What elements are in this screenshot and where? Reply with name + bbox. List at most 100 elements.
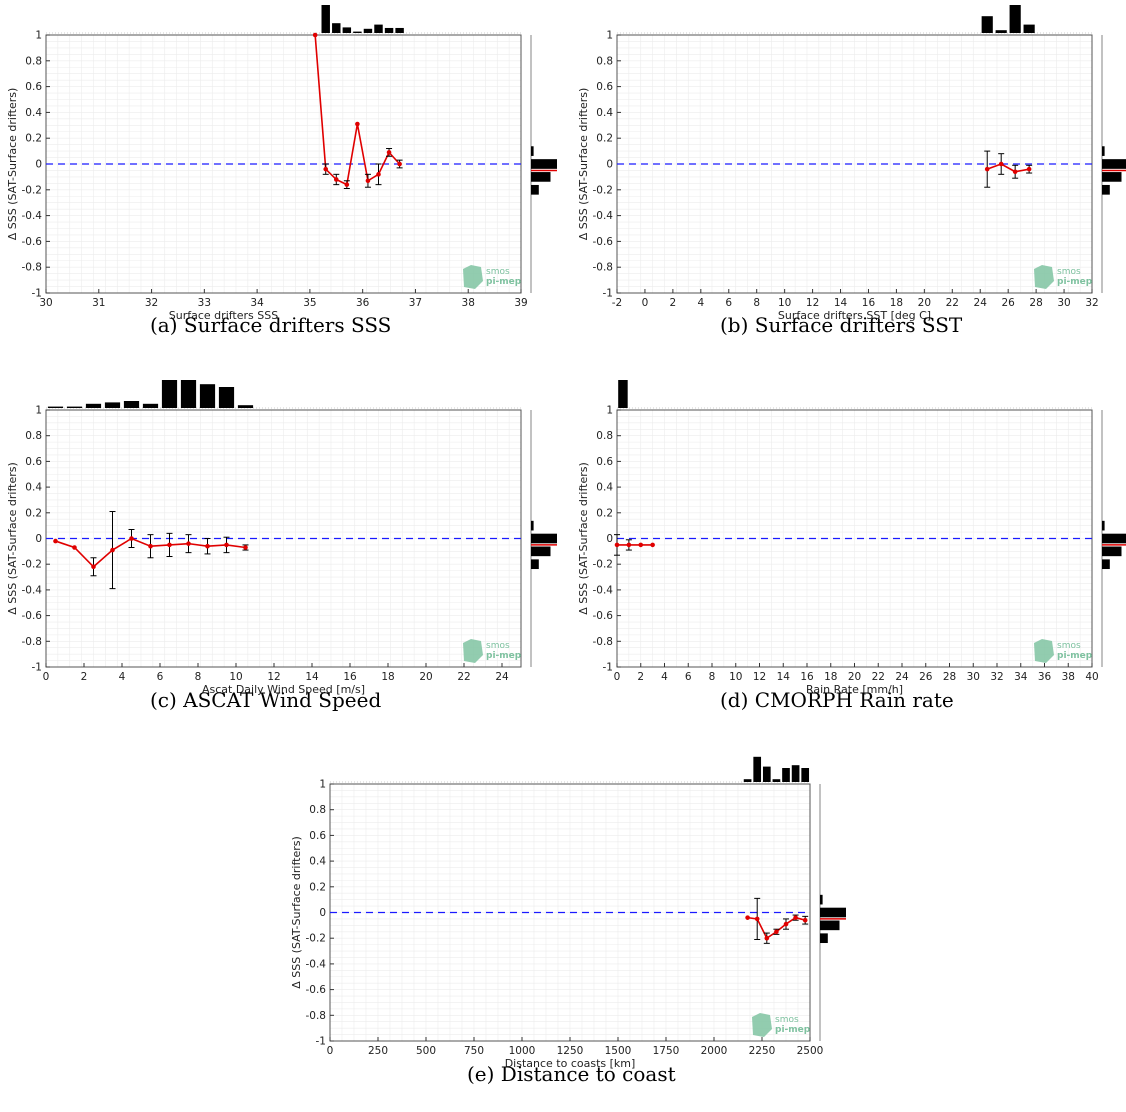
chart-panel-4: 0 250 500 750 1000 1250 1500 1750 2000 2250 2500 -1… (290, 756, 846, 1070)
x-tick-label: 6 (725, 297, 732, 309)
logo-text-smos: smos (486, 267, 510, 277)
y-tick-label: 0.4 (309, 856, 326, 868)
x-tick-label: 30 (1057, 297, 1070, 309)
right-histogram-bar (1102, 184, 1110, 195)
logo-icon (463, 639, 483, 663)
x-tick-label: 2250 (749, 1045, 776, 1057)
logo-text-smos: smos (486, 641, 510, 651)
x-tick-label: 14 (777, 671, 791, 683)
y-tick-label: 0.4 (596, 107, 613, 119)
top-histogram (617, 380, 1092, 409)
logo-text-smos: smos (1057, 641, 1081, 651)
y-tick-label: 0.2 (309, 881, 326, 893)
y-tick-label: 0 (606, 533, 613, 545)
x-tick-label: 38 (462, 297, 475, 309)
x-tick-label: 12 (806, 297, 819, 309)
top-histogram-bar (395, 27, 404, 33)
x-tick-label: 4 (119, 671, 126, 683)
x-axis-label: Distance to coasts [km] (505, 1057, 636, 1070)
x-tick-label: 24 (495, 671, 509, 683)
right-histogram (819, 784, 846, 1041)
x-tick-label: 22 (457, 671, 470, 683)
top-histogram-bar (1009, 5, 1021, 33)
y-axis-label: Δ SSS (SAT-Surface drifters) (6, 462, 19, 615)
x-tick-label: 36 (1038, 671, 1052, 683)
series (53, 511, 249, 590)
series (614, 534, 655, 556)
x-tick-label: 34 (250, 297, 264, 309)
x-tick-label: 2 (637, 671, 644, 683)
y-tick-label: -0.4 (306, 958, 327, 970)
x-tick-label: 500 (416, 1045, 436, 1057)
data-point (186, 541, 191, 546)
y-tick-label: 1 (606, 405, 613, 417)
x-tick-label: 39 (514, 297, 527, 309)
caption-c: (c) ASCAT Wind Speed (150, 688, 382, 712)
data-point (638, 542, 644, 548)
data-point (53, 538, 58, 544)
logo-icon (463, 265, 483, 289)
right-histogram-bar (820, 894, 823, 905)
y-tick-label: 0.6 (596, 456, 613, 468)
data-point (344, 182, 350, 187)
data-point (774, 929, 779, 935)
top-histogram-bar (123, 401, 140, 408)
x-tick-label: 28 (1029, 297, 1042, 309)
top-histogram-bar (161, 380, 178, 408)
data-point (626, 542, 632, 548)
x-tick-label: 0 (327, 1045, 334, 1057)
logo-text-pimep: pi-mep (775, 1025, 811, 1035)
y-tick-label: -0.2 (22, 559, 43, 571)
x-tick-label: 2 (81, 671, 88, 683)
x-axis-label: Surface drifters SSS (169, 309, 278, 322)
top-histogram-bar (791, 765, 800, 782)
data-point (224, 542, 229, 548)
data-point (984, 166, 990, 172)
y-tick-label: -0.8 (306, 1010, 327, 1022)
y-tick-label: 0.4 (25, 107, 42, 119)
top-histogram-bar (199, 384, 216, 408)
logo-text-smos: smos (1057, 267, 1081, 277)
right-histogram-bar (1102, 172, 1122, 182)
right-histogram-bar (531, 184, 539, 195)
y-tick-label: 0.6 (25, 81, 42, 93)
right-histogram-bar (820, 933, 828, 944)
top-histogram-bar (321, 5, 330, 33)
caption-e: (e) Distance to coast (467, 1062, 676, 1086)
y-axis-label: Δ SSS (SAT-Surface drifters) (577, 462, 590, 615)
x-tick-label: 14 (305, 671, 319, 683)
grid (46, 35, 521, 293)
x-tick-label: 30 (967, 671, 980, 683)
top-histogram-bar (237, 405, 254, 408)
y-tick-label: 0.8 (596, 430, 613, 442)
right-histogram-bar (1102, 533, 1126, 544)
x-tick-label: 33 (198, 297, 211, 309)
data-point (365, 178, 371, 184)
top-histogram-bar (753, 756, 762, 782)
chart-panel-1: -2 0 2 4 6 8 10 12 14 16 18 20 22 24 26 28 30 32-1-0.8-0.… (577, 5, 1126, 322)
data-point (312, 32, 318, 38)
y-tick-label: -1 (603, 662, 613, 674)
caption-a: (a) Surface drifters SSS (150, 313, 392, 337)
y-tick-label: 0.2 (25, 507, 42, 519)
y-tick-label: 0 (35, 159, 42, 171)
right-histogram-bar (820, 907, 846, 918)
data-point (397, 161, 402, 167)
top-histogram (617, 5, 1092, 34)
x-tick-label: 16 (862, 297, 876, 309)
right-histogram-bar (1102, 546, 1122, 557)
x-tick-label: 4 (697, 297, 704, 309)
top-histogram-bar (342, 27, 352, 33)
top-histogram-bar (772, 779, 781, 782)
top-histogram-bar (618, 380, 628, 408)
x-tick-label: 31 (92, 297, 105, 309)
data-point (754, 916, 760, 922)
series-line (314, 34, 401, 186)
data-point (793, 915, 798, 920)
y-tick-label: -0.8 (593, 262, 614, 274)
y-tick-label: -0.4 (22, 210, 43, 222)
logo-text-pimep: pi-mep (1057, 277, 1093, 287)
